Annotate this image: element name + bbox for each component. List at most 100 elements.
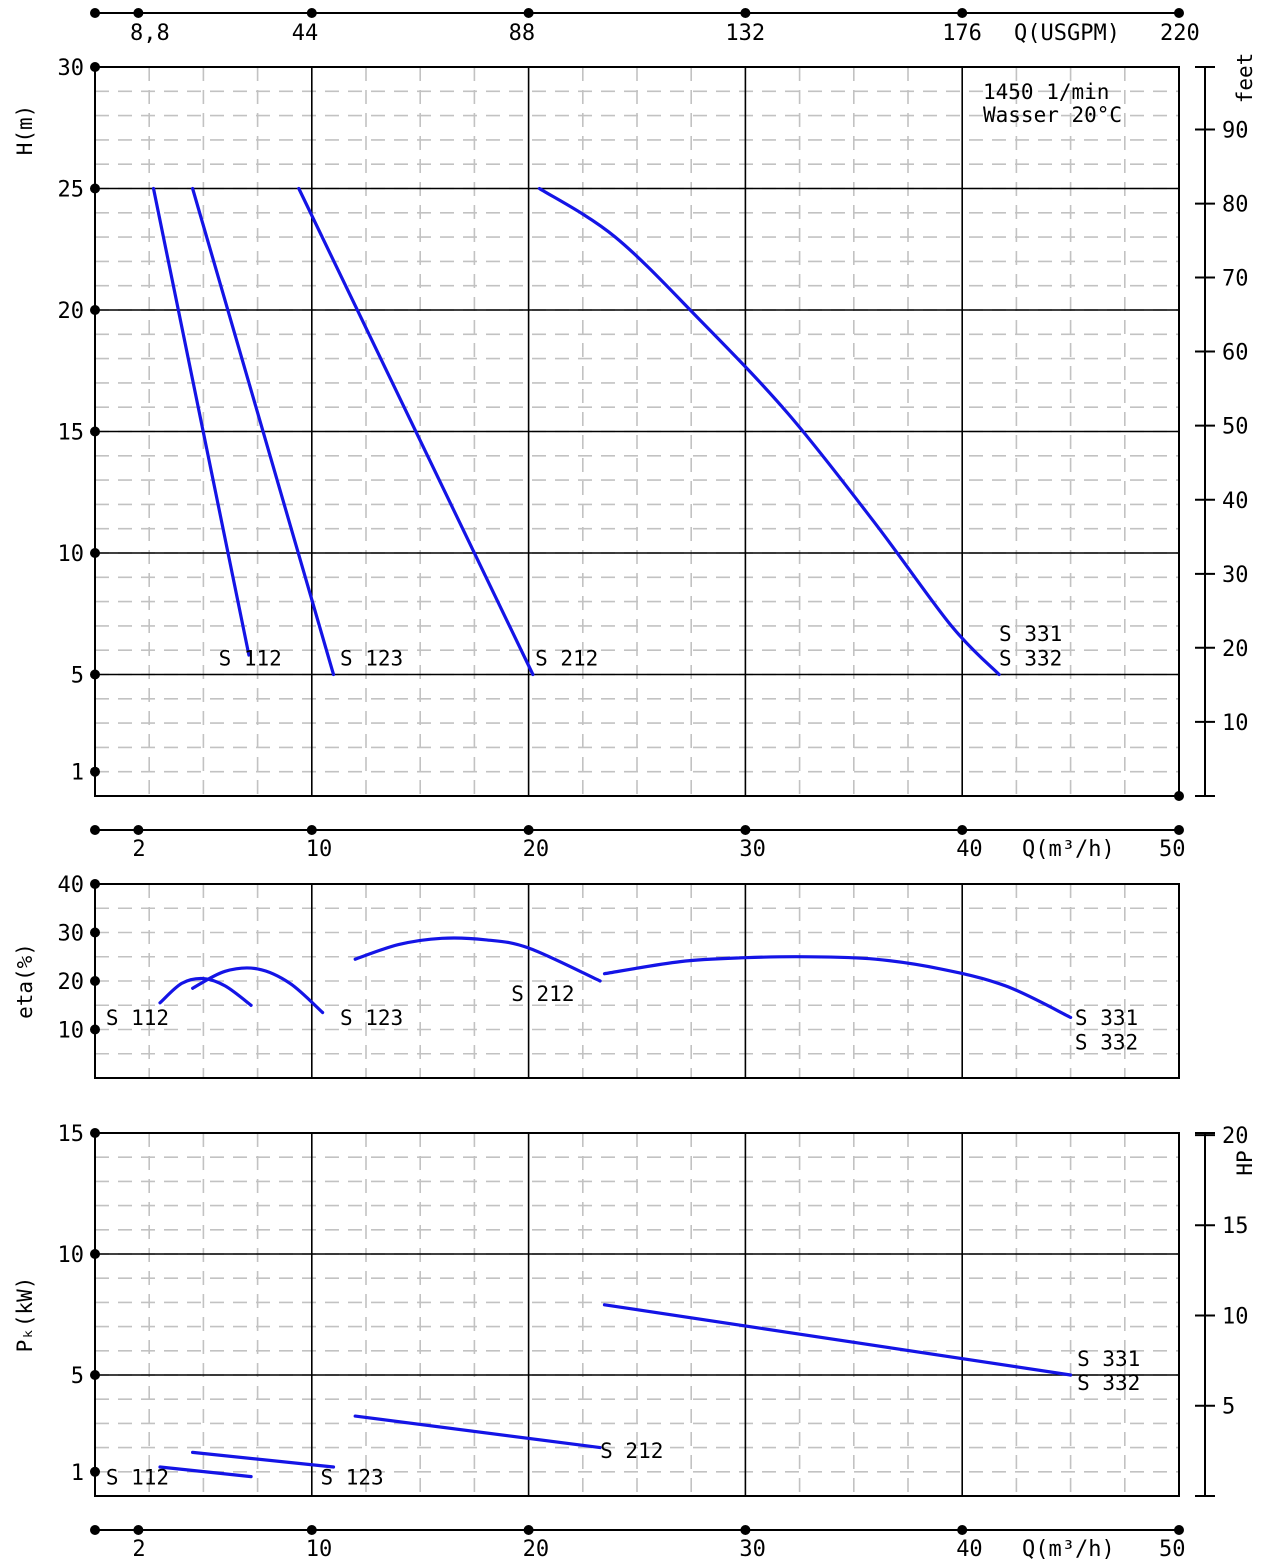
mid-axis-tick-label: 50 [1159,837,1186,862]
head-major-grid [95,67,1179,796]
head-secondary-tick-label: 40 [1222,489,1249,514]
top-axis-tick-label: 44 [292,21,319,46]
head-curve-s-112 [151,186,251,657]
head-label-s-112: S 112 [219,646,282,670]
bottom-axis-tick-dot [740,1525,751,1535]
power-secondary-axis-title: HP [1233,1150,1257,1175]
head-secondary-tick-label: 70 [1222,266,1249,291]
bottom-axis-tick-dot [1174,1525,1184,1535]
efficiency-y-axis-title: eta(%) [13,943,37,1019]
top-axis-tick-dot [740,8,751,18]
power-label-s-212: S 212 [600,1439,663,1463]
top-axis-tick-label: 8,8 [130,21,170,46]
middle-flow-axis: 2 10 20 30 40 50 Q(m³/h) [90,825,1186,862]
top-axis-title: Q(USGPM) [1014,21,1120,46]
power-y-axis-title: Pₖ(kW) [13,1277,37,1353]
head-secondary-tick-label: 80 [1222,193,1249,218]
mid-axis-tick-label: 40 [956,837,983,862]
head-secondary-axis-title: feet [1233,53,1257,104]
top-axis-tick-dot [306,8,317,18]
power-minor-grid [95,1133,1179,1496]
head-y-tick-dot [90,548,100,558]
power-major-grid [95,1133,1179,1496]
top-axis-tick-label: 88 [509,21,535,46]
power-y-tick-dot [90,1466,100,1477]
head-y-tick-label: 5 [71,664,84,689]
top-axis-start-dot [90,8,100,18]
top-axis-tick-dot [957,8,968,18]
mid-axis-tick-label: 20 [523,837,550,862]
head-corner-dot [1174,791,1184,801]
head-label-s-123: S 123 [340,646,403,670]
efficiency-label-s-112: S 112 [106,1006,169,1030]
power-curve-s-123 [191,1450,336,1469]
efficiency-curve-s-112 [158,976,253,1007]
bottom-flow-axis: 2 10 20 30 40 50 Q(m³/h) [90,1525,1186,1562]
efficiency-y-tick-label: 40 [58,873,85,898]
top-axis-tick-label: 132 [725,21,765,46]
head-y-tick-dot [90,183,100,194]
power-label-s-331: S 331 [1077,1347,1140,1371]
head-y-tick-label: 25 [58,178,85,203]
head-curve-s-123 [191,186,336,677]
mid-axis-start-dot [90,825,100,835]
power-curve-s-331-s-332 [602,1303,1073,1377]
head-y-tick-label: 15 [58,421,85,446]
efficiency-y-tick-dot [90,976,100,986]
head-y-tick-label: 30 [58,56,85,81]
power-secondary-tick-label: 20 [1222,1124,1249,1149]
note-line-1: 1450 1/min [983,80,1109,104]
head-secondary-tick-label: 60 [1222,341,1249,366]
top-axis-tick-dot [133,8,144,18]
head-curve-s-212 [297,186,535,677]
power-secondary-tick-label: 5 [1222,1395,1235,1420]
power-y-tick-dot [90,1249,100,1259]
head-y-tick-dot [90,766,100,777]
efficiency-label-s-123: S 123 [340,1006,403,1030]
efficiency-curve-s-123 [191,966,325,1015]
head-y-tick-label: 20 [58,299,85,324]
head-y-tick-dot [90,669,100,680]
power-y-tick-dot [90,1128,100,1138]
power-y-tick-label: 1 [71,1461,84,1486]
mid-axis-tick-label: 10 [306,837,333,862]
bottom-axis-start-dot [90,1525,100,1535]
bottom-axis-tick-label: 20 [523,1537,550,1562]
efficiency-y-tick-dot [90,879,100,889]
head-curve-s-331-s-332 [537,186,1001,677]
top-usgpm-axis: 8,8 44 88 132 176 220 Q(USGPM) [90,8,1200,46]
power-frame [94,1132,1180,1497]
top-axis-tick-label: 176 [942,21,982,46]
bottom-axis-tick-dot [133,1525,144,1535]
head-secondary-tick-label: 20 [1222,637,1249,662]
efficiency-y-tick-label: 10 [58,1019,85,1044]
efficiency-label-s-332: S 332 [1075,1030,1138,1054]
mid-axis-tick-dot [740,825,751,835]
head-y-tick-dot [90,426,100,437]
head-secondary-tick-label: 90 [1222,118,1249,143]
mid-axis-tick-dot [133,825,144,835]
bottom-axis-tick-dot [523,1525,534,1535]
top-axis-tick-dot [1174,8,1184,18]
efficiency-major-grid [310,884,964,1078]
bottom-axis-tick-label: 30 [739,1537,766,1562]
mid-axis-tick-dot [523,825,534,835]
head-y-tick-dot [90,62,100,72]
efficiency-y-tick-dot [90,927,100,938]
head-y-axis-title: H(m) [13,105,37,156]
power-label-s-332: S 332 [1077,1371,1140,1395]
head-y-tick-label: 1 [71,761,84,786]
mid-axis-tick-dot [1174,825,1184,835]
bottom-axis-tick-dot [957,1525,968,1535]
note-line-2: Wasser 20°C [983,103,1122,127]
head-secondary-tick-label: 10 [1222,711,1249,736]
head-y-tick-label: 10 [58,542,85,567]
head-y-tick-dot [90,305,100,315]
efficiency-label-s-212: S 212 [511,982,574,1006]
power-curve-s-212 [353,1414,602,1450]
efficiency-y-tick-dot [90,1024,100,1035]
mid-axis-tick-dot [306,825,317,835]
head-label-s-332: S 332 [999,646,1062,670]
power-y-tick-label: 15 [58,1122,85,1147]
